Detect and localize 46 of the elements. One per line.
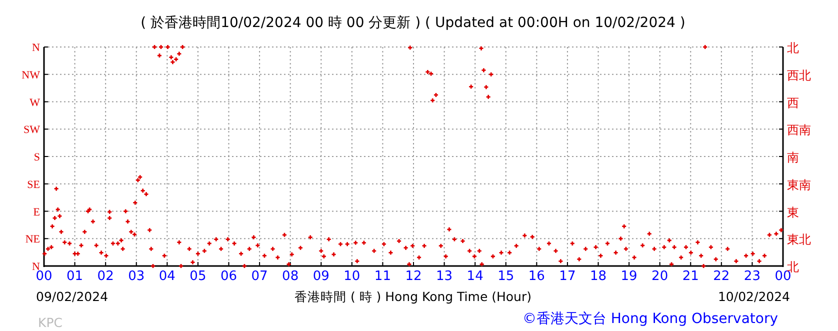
x-tick-label: 01 <box>66 269 84 284</box>
x-tick-label: 08 <box>282 269 299 284</box>
category-label: 西 <box>787 96 799 110</box>
category-label: W <box>30 96 40 109</box>
x-tick-label: 15 <box>498 269 514 284</box>
category-label: E <box>33 206 40 218</box>
x-tick-label: 11 <box>374 269 391 284</box>
category-label: NE <box>25 234 40 246</box>
x-tick-label: 07 <box>251 269 268 284</box>
x-tick-label: 18 <box>590 269 607 284</box>
text: KPC <box>38 315 63 330</box>
category-label: 北 <box>787 41 799 55</box>
text: ©香港天文台 Hong Kong Observatory <box>522 311 778 327</box>
category-label: NW <box>22 69 40 82</box>
category-label: 西南 <box>787 123 811 138</box>
x-tick-label: 23 <box>744 269 760 284</box>
x-tick-label: 09 <box>312 269 330 284</box>
category-label: 東 <box>787 205 799 220</box>
text: 10/02/2024 <box>718 289 790 304</box>
x-tick-label: 17 <box>559 269 576 284</box>
x-tick-label: 22 <box>713 269 730 284</box>
x-axis-title: 香港時間 ( 時 ) Hong Kong Time (Hour) <box>294 289 532 304</box>
x-tick-label: 16 <box>528 269 545 284</box>
category-label: S <box>34 152 40 164</box>
category-label: 東北 <box>787 232 811 247</box>
category-label: N <box>32 42 40 54</box>
x-tick-label: 02 <box>97 269 114 284</box>
x-tick-label: 13 <box>436 269 453 284</box>
x-tick-label: 05 <box>190 269 206 284</box>
x-tick-label: 20 <box>652 269 668 284</box>
x-tick-label: 21 <box>682 269 699 284</box>
x-tick-label: 12 <box>405 269 422 284</box>
text: 09/02/2024 <box>36 289 108 304</box>
category-label: 西北 <box>787 68 811 82</box>
x-tick-label: 04 <box>158 269 176 284</box>
x-tick-label: 03 <box>128 269 145 284</box>
x-tick-label: 19 <box>620 269 638 284</box>
x-tick-label: 06 <box>220 269 238 284</box>
x-tick-label: 14 <box>466 269 484 284</box>
category-label: SW <box>24 124 40 136</box>
category-label: 南 <box>787 150 799 164</box>
category-label: 東南 <box>787 178 811 192</box>
x-tick-label: 10 <box>344 269 360 284</box>
x-tick-label: 00 <box>36 269 52 284</box>
category-label: SE <box>27 178 40 191</box>
chart-title: ( 於香港時間10/02/2024 00 時 00 分更新 ) ( Updated at 00:00H on 10/02/2024 ) <box>140 15 686 31</box>
